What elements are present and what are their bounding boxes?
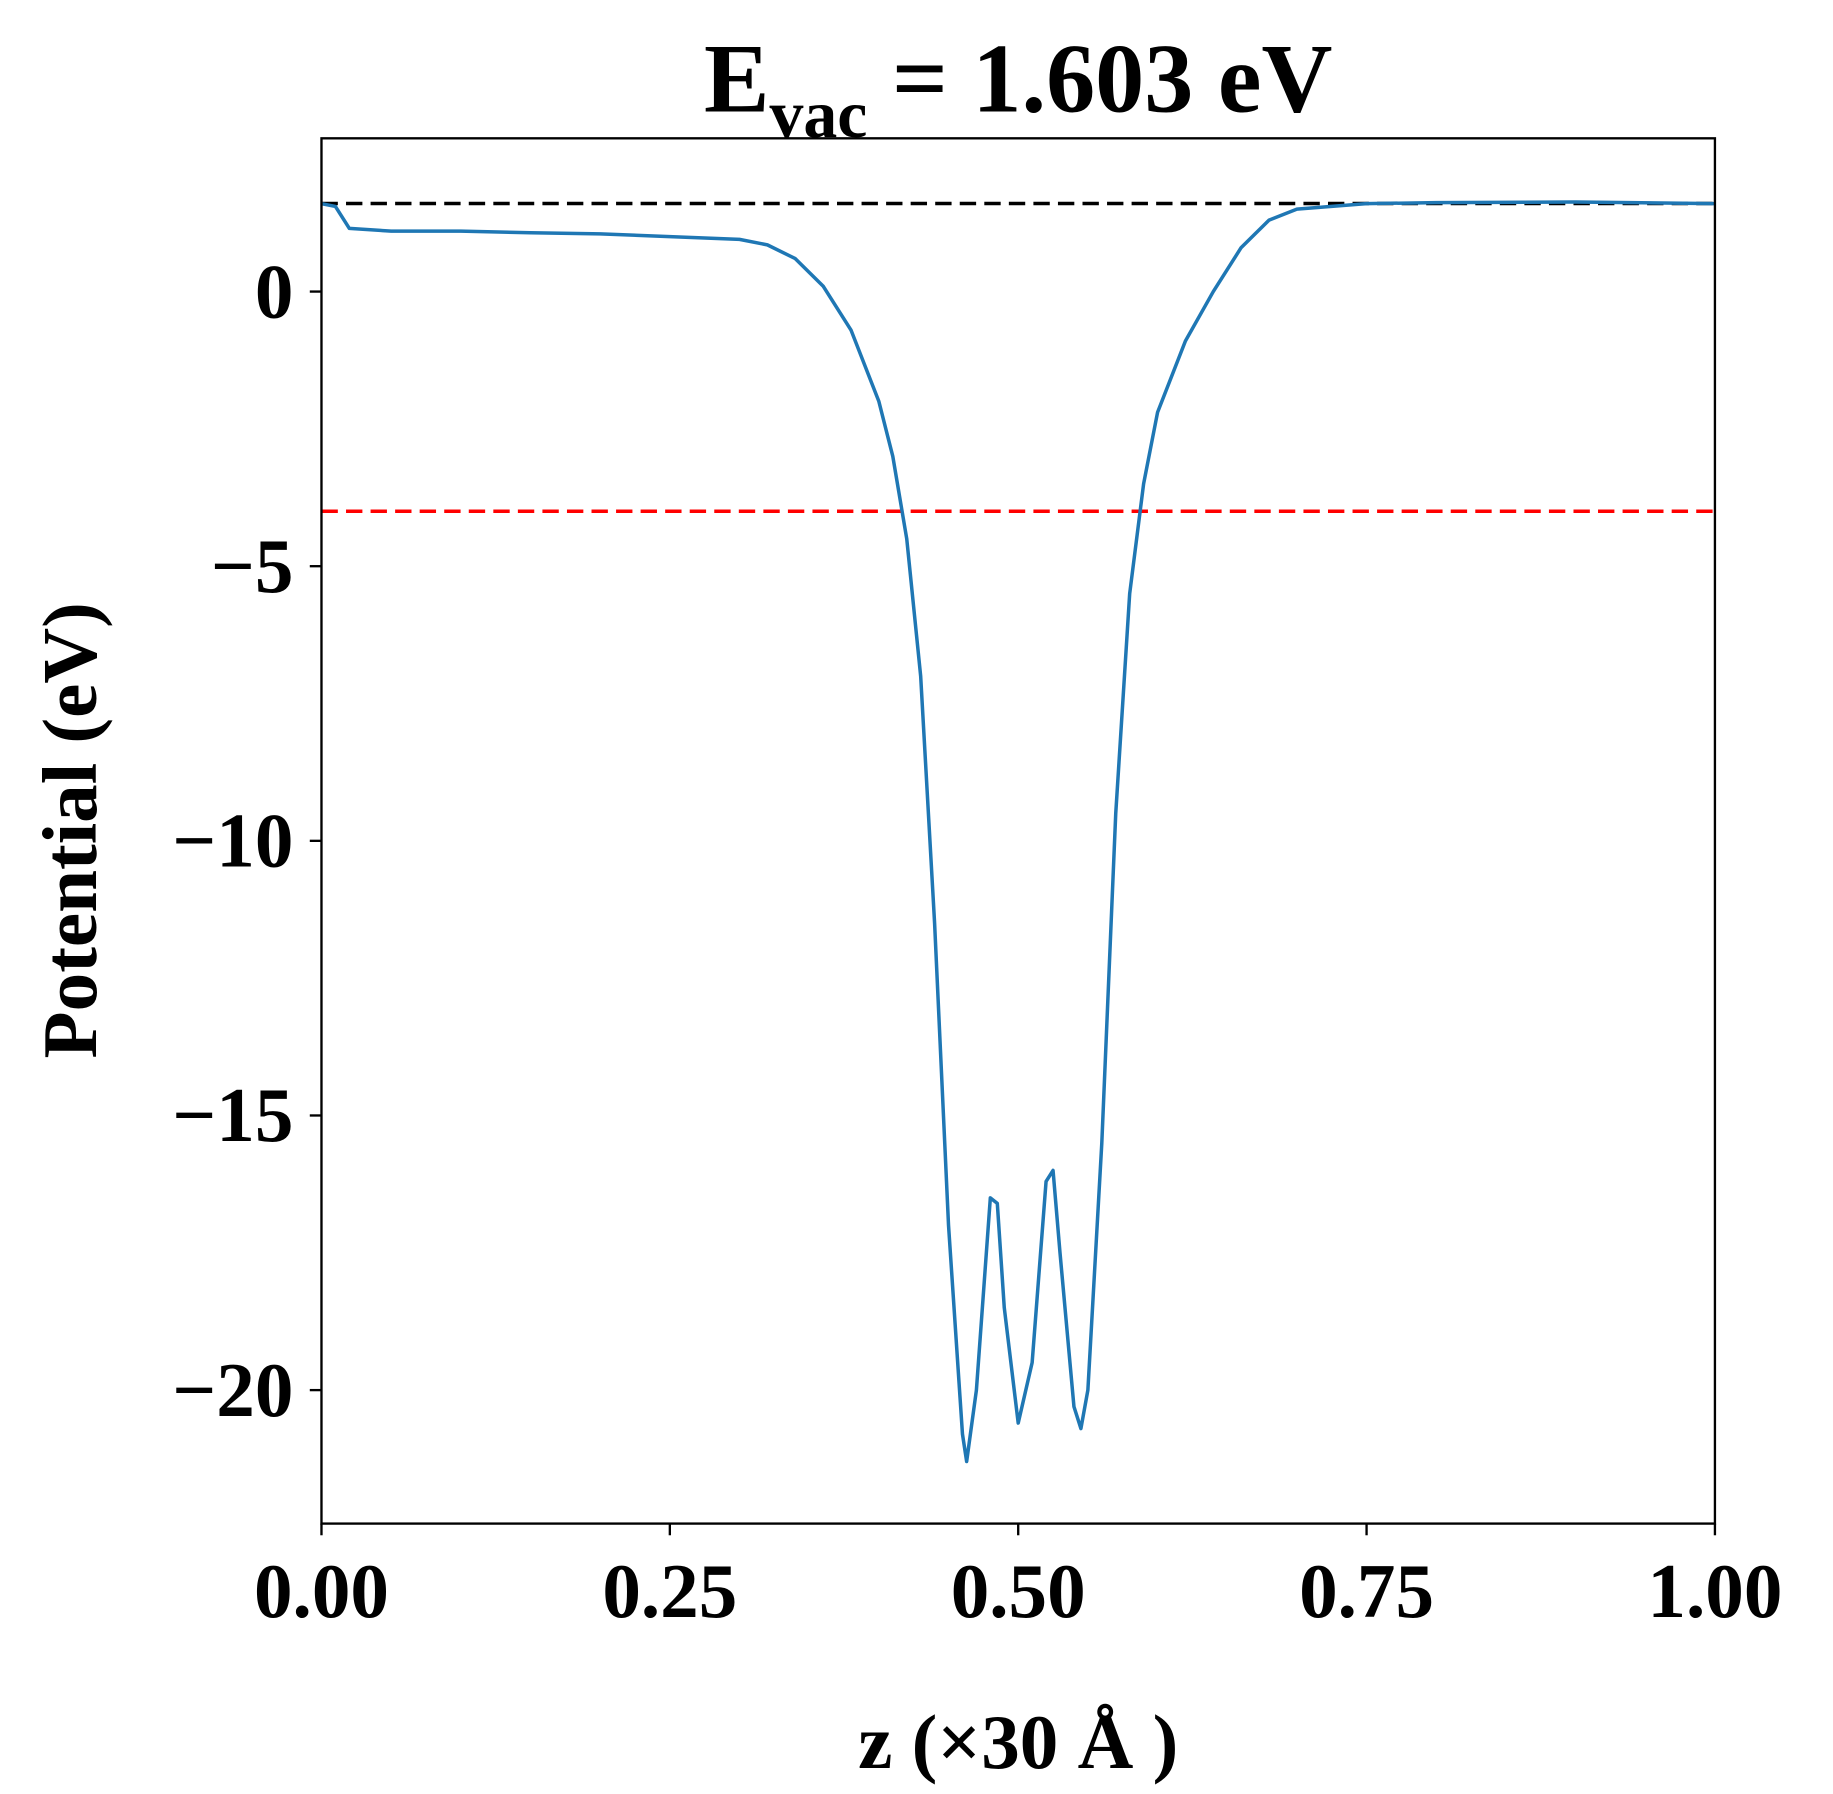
y-tick-label: −20 bbox=[172, 1347, 293, 1433]
plot-frame bbox=[320, 137, 1717, 1525]
y-tick-label: −10 bbox=[172, 798, 293, 884]
x-tick-label: 0.75 bbox=[1299, 1548, 1434, 1634]
title-sub: vac bbox=[770, 77, 868, 152]
y-tick-label: −15 bbox=[172, 1072, 293, 1158]
x-axis-label: z (×30 Å ) bbox=[858, 1699, 1178, 1785]
title-rest: = 1.603 eV bbox=[867, 25, 1332, 133]
line-series bbox=[321, 200, 1715, 1464]
x-tick-label: 0.25 bbox=[602, 1548, 737, 1634]
title-main: E bbox=[704, 25, 769, 133]
x-tick-label: 0.00 bbox=[254, 1548, 389, 1634]
y-tick-label: 0 bbox=[255, 248, 294, 334]
chart-title: Evac = 1.603 eV bbox=[704, 25, 1332, 152]
x-tick-label: 1.00 bbox=[1647, 1548, 1782, 1634]
y-tick-label: −5 bbox=[211, 523, 294, 609]
y-axis-label: Potential (eV) bbox=[27, 602, 113, 1058]
x-tick-label: 0.50 bbox=[951, 1548, 1086, 1634]
